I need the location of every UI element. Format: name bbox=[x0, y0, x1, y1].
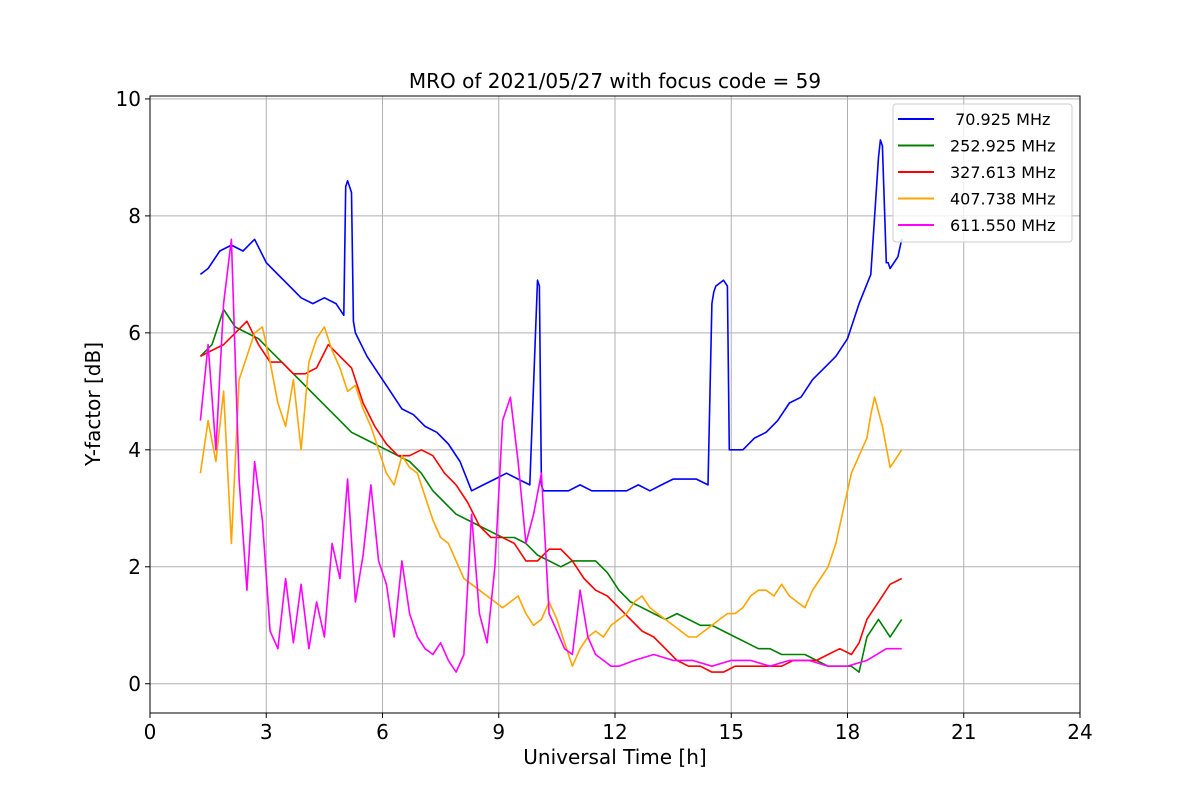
legend: 70.925 MHz 252.925 MHz 327.613 MHz 407.738 … bbox=[892, 103, 1073, 243]
x-tick-label: 18 bbox=[835, 720, 860, 744]
x-tick-label: 24 bbox=[1067, 720, 1092, 744]
x-tick-label: 21 bbox=[951, 720, 976, 744]
x-axis: 0 3 6 9 12 15 18 21 24 bbox=[144, 713, 1093, 744]
x-tick-label: 9 bbox=[492, 720, 505, 744]
x-tick-label: 3 bbox=[260, 720, 273, 744]
y-tick-label: 8 bbox=[128, 204, 141, 228]
x-tick-label: 15 bbox=[719, 720, 744, 744]
legend-label: 611.550 MHz bbox=[950, 216, 1055, 235]
y-axis: 0 2 4 6 8 10 bbox=[116, 87, 150, 696]
chart-title: MRO of 2021/05/27 with focus code = 59 bbox=[409, 69, 821, 93]
x-tick-label: 6 bbox=[376, 720, 389, 744]
y-tick-label: 0 bbox=[128, 672, 141, 696]
series-line-2 bbox=[199, 308, 903, 673]
y-tick-label: 2 bbox=[128, 555, 141, 579]
y-tick-label: 4 bbox=[128, 438, 141, 462]
legend-label: 252.925 MHz bbox=[950, 137, 1055, 156]
legend-box bbox=[892, 103, 1073, 243]
series-line-5 bbox=[199, 238, 902, 673]
legend-label: 407.738 MHz bbox=[950, 190, 1055, 209]
series-line-4 bbox=[199, 326, 903, 668]
x-tick-label: 12 bbox=[602, 720, 627, 744]
series-line-1 bbox=[199, 139, 903, 492]
legend-label: 327.613 MHz bbox=[950, 163, 1055, 182]
legend-label: 70.925 MHz bbox=[950, 110, 1050, 129]
y-tick-label: 6 bbox=[128, 321, 141, 345]
y-tick-label: 10 bbox=[116, 87, 141, 111]
series-line-3 bbox=[200, 320, 903, 673]
x-tick-label: 0 bbox=[144, 720, 157, 744]
series-layer bbox=[199, 139, 903, 673]
y-axis-label: Y-factor [dB] bbox=[81, 342, 105, 467]
x-axis-label: Universal Time [h] bbox=[523, 745, 706, 769]
